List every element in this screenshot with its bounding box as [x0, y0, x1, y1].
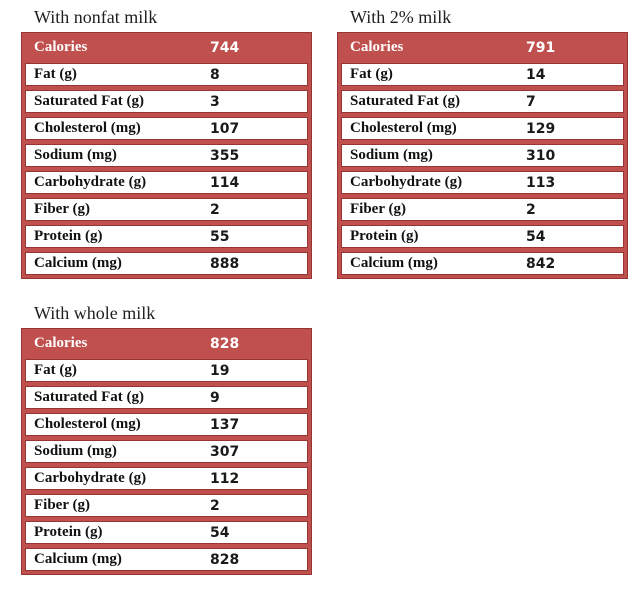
table-row: Calcium (mg) 888 [25, 252, 308, 275]
table-row: Sodium (mg) 355 [25, 144, 308, 167]
nutrition-table-2pct-milk: Calories 791 Fat (g) 14 Saturated Fat (g… [337, 32, 628, 279]
nutrition-block-whole-milk: With whole milk Calories 828 Fat (g) 19 … [21, 301, 312, 575]
row-label: Fiber (g) [34, 201, 90, 217]
row-value: 8 [210, 66, 220, 83]
row-value: 2 [210, 201, 220, 218]
nutrition-block-2pct-milk: With 2% milk Calories 791 Fat (g) 14 Sat… [337, 5, 628, 279]
table-row: Fat (g) 19 [25, 359, 308, 382]
row-label: Calcium (mg) [34, 255, 122, 271]
table-row: Saturated Fat (g) 3 [25, 90, 308, 113]
table-header-row: Calories 828 [25, 332, 308, 355]
row-label: Calories [34, 39, 88, 55]
table-row: Cholesterol (mg) 137 [25, 413, 308, 436]
row-value: 112 [210, 470, 240, 487]
table-row: Cholesterol (mg) 129 [341, 117, 624, 140]
table-row: Calcium (mg) 828 [25, 548, 308, 571]
row-value: 828 [210, 551, 240, 568]
row-value: 828 [210, 335, 240, 352]
nutrition-table-nonfat-milk: Calories 744 Fat (g) 8 Saturated Fat (g)… [21, 32, 312, 279]
row-label: Protein (g) [34, 228, 103, 244]
nutrition-block-nonfat-milk: With nonfat milk Calories 744 Fat (g) 8 … [21, 5, 312, 279]
table-row: Fat (g) 14 [341, 63, 624, 86]
row-value: 9 [210, 389, 220, 406]
row-label: Cholesterol (mg) [34, 416, 141, 432]
row-value: 2 [526, 201, 536, 218]
row-value: 310 [526, 147, 556, 164]
row-label: Carbohydrate (g) [34, 470, 147, 486]
table-row: Calcium (mg) 842 [341, 252, 624, 275]
row-value: 54 [210, 524, 230, 541]
row-value: 355 [210, 147, 240, 164]
table-row: Fat (g) 8 [25, 63, 308, 86]
row-label: Sodium (mg) [34, 147, 117, 163]
row-value: 55 [210, 228, 230, 245]
row-value: 888 [210, 255, 240, 272]
row-label: Fat (g) [34, 362, 77, 378]
row-value: 842 [526, 255, 556, 272]
table-header-row: Calories 791 [341, 36, 624, 59]
row-label: Calories [34, 335, 88, 351]
row-label: Protein (g) [350, 228, 419, 244]
row-value: 3 [210, 93, 220, 110]
row-label: Saturated Fat (g) [34, 389, 144, 405]
row-label: Fiber (g) [34, 497, 90, 513]
table-row: Saturated Fat (g) 7 [341, 90, 624, 113]
table-row: Fiber (g) 2 [25, 198, 308, 221]
table-title: With nonfat milk [34, 7, 158, 27]
row-label: Sodium (mg) [350, 147, 433, 163]
row-value: 7 [526, 93, 536, 110]
row-value: 307 [210, 443, 240, 460]
row-value: 107 [210, 120, 240, 137]
row-value: 129 [526, 120, 556, 137]
row-value: 14 [526, 66, 546, 83]
row-label: Saturated Fat (g) [350, 93, 460, 109]
row-label: Calcium (mg) [350, 255, 438, 271]
row-label: Cholesterol (mg) [34, 120, 141, 136]
table-row: Fiber (g) 2 [341, 198, 624, 221]
table-row: Cholesterol (mg) 107 [25, 117, 308, 140]
row-label: Fat (g) [350, 66, 393, 82]
row-value: 2 [210, 497, 220, 514]
row-value: 744 [210, 39, 240, 56]
table-row: Carbohydrate (g) 113 [341, 171, 624, 194]
row-value: 113 [526, 174, 556, 191]
row-value: 791 [526, 39, 556, 56]
table-row: Protein (g) 54 [341, 225, 624, 248]
table-row: Saturated Fat (g) 9 [25, 386, 308, 409]
row-value: 54 [526, 228, 546, 245]
row-value: 137 [210, 416, 240, 433]
row-label: Fiber (g) [350, 201, 406, 217]
row-value: 114 [210, 174, 240, 191]
table-row: Fiber (g) 2 [25, 494, 308, 517]
table-row: Carbohydrate (g) 112 [25, 467, 308, 490]
row-value: 19 [210, 362, 230, 379]
table-row: Sodium (mg) 307 [25, 440, 308, 463]
row-label: Carbohydrate (g) [350, 174, 463, 190]
table-row: Sodium (mg) 310 [341, 144, 624, 167]
table-row: Carbohydrate (g) 114 [25, 171, 308, 194]
table-row: Protein (g) 55 [25, 225, 308, 248]
row-label: Calories [350, 39, 404, 55]
table-row: Protein (g) 54 [25, 521, 308, 544]
row-label: Fat (g) [34, 66, 77, 82]
nutrition-table-whole-milk: Calories 828 Fat (g) 19 Saturated Fat (g… [21, 328, 312, 575]
table-title: With whole milk [34, 303, 156, 323]
row-label: Carbohydrate (g) [34, 174, 147, 190]
table-header-row: Calories 744 [25, 36, 308, 59]
row-label: Sodium (mg) [34, 443, 117, 459]
row-label: Calcium (mg) [34, 551, 122, 567]
row-label: Cholesterol (mg) [350, 120, 457, 136]
row-label: Saturated Fat (g) [34, 93, 144, 109]
row-label: Protein (g) [34, 524, 103, 540]
table-title: With 2% milk [350, 7, 452, 27]
